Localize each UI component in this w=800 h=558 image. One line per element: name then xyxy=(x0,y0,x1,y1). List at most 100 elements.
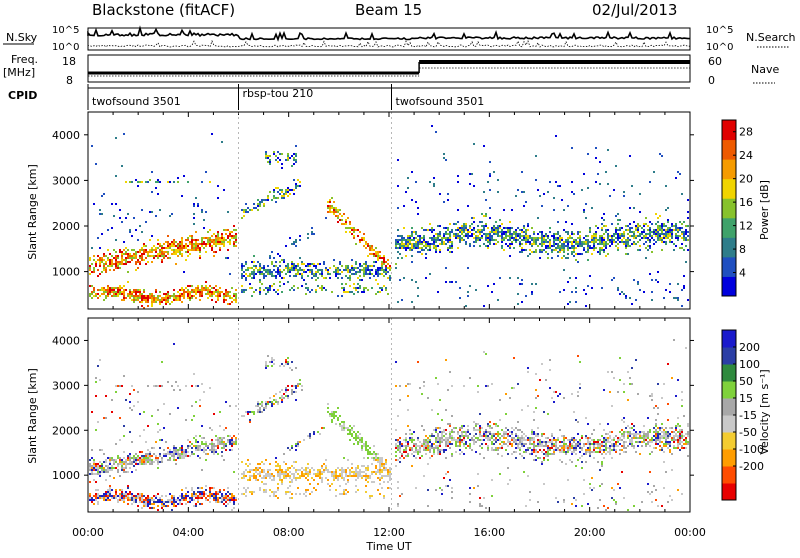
echo-cell xyxy=(219,249,221,251)
echo-cell xyxy=(261,405,263,407)
echo-cell xyxy=(151,255,153,257)
echo-cell xyxy=(497,241,499,243)
echo-cell xyxy=(563,255,565,257)
echo-cell xyxy=(585,305,587,307)
echo-cell xyxy=(217,491,219,493)
echo-cell xyxy=(369,277,371,279)
echo-cell xyxy=(105,459,107,461)
echo-cell xyxy=(167,291,169,293)
echo-cell xyxy=(303,271,305,273)
echo-cell xyxy=(301,467,303,469)
echo-cell xyxy=(227,211,229,213)
echo-cell xyxy=(533,241,535,243)
echo-cell xyxy=(429,223,431,225)
echo-cell xyxy=(249,469,251,471)
echo-cell xyxy=(415,231,417,233)
echo-cell xyxy=(455,281,457,283)
echo-cell xyxy=(669,291,671,293)
echo-cell xyxy=(195,439,197,441)
echo-cell xyxy=(547,453,549,455)
echo-cell xyxy=(439,193,441,195)
echo-cell xyxy=(383,275,385,277)
echo-cell xyxy=(127,271,129,273)
echo-cell xyxy=(199,495,201,497)
echo-cell xyxy=(429,237,431,239)
echo-cell xyxy=(381,261,383,263)
echo-cell xyxy=(415,181,417,183)
echo-cell xyxy=(355,229,357,231)
echo-cell xyxy=(671,235,673,237)
echo-cell xyxy=(107,265,109,267)
echo-cell xyxy=(549,241,551,243)
echo-cell xyxy=(159,249,161,251)
echo-cell xyxy=(167,245,169,247)
echo-cell xyxy=(501,235,503,237)
echo-cell xyxy=(437,291,439,293)
echo-cell xyxy=(411,433,413,435)
echo-cell xyxy=(409,241,411,243)
echo-cell xyxy=(175,453,177,455)
echo-cell xyxy=(167,293,169,295)
echo-cell xyxy=(353,443,355,445)
echo-cell xyxy=(165,501,167,503)
echo-cell xyxy=(295,391,297,393)
echo-cell xyxy=(323,277,325,279)
echo-cell xyxy=(307,287,309,289)
echo-cell xyxy=(185,487,187,489)
echo-cell xyxy=(455,451,457,453)
echo-cell xyxy=(549,227,551,229)
echo-cell xyxy=(593,239,595,241)
echo-cell xyxy=(469,235,471,237)
echo-cell xyxy=(181,293,183,295)
echo-cell xyxy=(241,291,243,293)
echo-cell xyxy=(123,259,125,261)
echo-cell xyxy=(409,383,411,385)
echo-cell xyxy=(117,267,119,269)
echo-cell xyxy=(181,289,183,291)
beam-label: Beam 15 xyxy=(355,1,422,19)
echo-cell xyxy=(221,233,223,235)
echo-cell xyxy=(173,293,175,295)
echo-cell xyxy=(549,245,551,247)
echo-cell xyxy=(339,423,341,425)
echo-cell xyxy=(351,291,353,293)
echo-cell xyxy=(365,475,367,477)
echo-cell xyxy=(291,369,293,371)
echo-cell xyxy=(617,243,619,245)
echo-cell xyxy=(127,253,129,255)
echo-cell xyxy=(283,261,285,263)
echo-cell xyxy=(281,471,283,473)
echo-cell xyxy=(175,245,177,247)
echo-cell xyxy=(189,241,191,243)
echo-cell xyxy=(687,249,689,251)
echo-cell xyxy=(425,241,427,243)
echo-cell xyxy=(461,427,463,429)
echo-cell xyxy=(197,487,199,489)
echo-cell xyxy=(203,247,205,249)
echo-cell xyxy=(279,475,281,477)
echo-cell xyxy=(519,283,521,285)
echo-cell xyxy=(229,497,231,499)
echo-cell xyxy=(323,469,325,471)
echo-cell xyxy=(521,243,523,245)
echo-cell xyxy=(95,465,97,467)
echo-cell xyxy=(333,415,335,417)
echo-cell xyxy=(659,229,661,231)
echo-cell xyxy=(317,475,319,477)
echo-cell xyxy=(389,275,391,277)
echo-cell xyxy=(457,437,459,439)
echo-cell xyxy=(435,237,437,239)
echo-cell xyxy=(499,443,501,445)
echo-cell xyxy=(185,259,187,261)
echo-cell xyxy=(337,271,339,273)
echo-cell xyxy=(277,197,279,199)
echo-cell xyxy=(469,173,471,175)
echo-cell xyxy=(491,237,493,239)
echo-cell xyxy=(461,229,463,231)
echo-cell xyxy=(159,243,161,245)
echo-cell xyxy=(107,499,109,501)
echo-cell xyxy=(243,275,245,277)
echo-cell xyxy=(335,471,337,473)
echo-cell xyxy=(341,215,343,217)
echo-cell xyxy=(101,469,103,471)
